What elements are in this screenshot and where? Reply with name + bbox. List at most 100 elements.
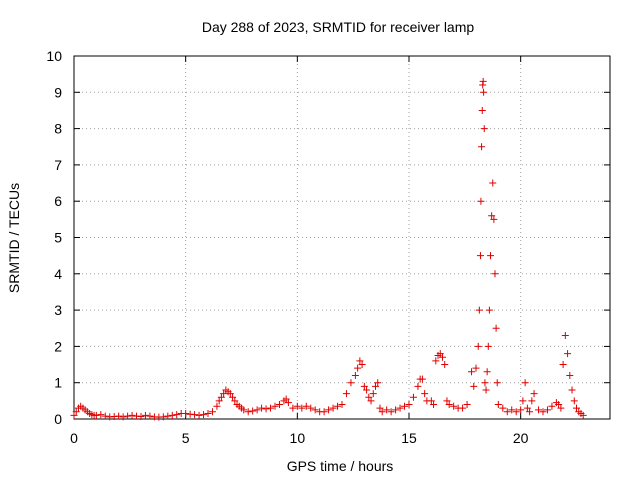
data-point [213, 402, 221, 410]
data-point [72, 408, 80, 416]
data-point [493, 379, 501, 387]
data-point [485, 306, 493, 314]
data-point [405, 400, 413, 408]
data-point [267, 404, 275, 412]
y-tick-label: 6 [54, 193, 62, 209]
data-point [284, 399, 292, 407]
data-point [478, 143, 486, 151]
y-tick-label: 10 [46, 48, 62, 64]
tick-labels: 0 1 2 3 4 5 6 7 8 9 10 0 5 10 15 20 [46, 48, 528, 446]
data-point [490, 215, 498, 223]
data-point [543, 406, 551, 414]
data-point [535, 406, 543, 414]
data-point [392, 406, 400, 414]
data-point [436, 350, 444, 358]
data-point [396, 404, 404, 412]
data-point [566, 371, 574, 379]
x-axis-label: GPS time / hours [287, 458, 394, 474]
data-point [483, 368, 491, 376]
data-point [427, 397, 435, 405]
data-point [383, 406, 391, 414]
data-point [480, 88, 488, 96]
data-point [307, 404, 315, 412]
data-point [217, 393, 225, 401]
data-point [526, 408, 534, 416]
data-point [561, 332, 569, 340]
data-point [555, 400, 563, 408]
data-point [226, 390, 234, 398]
y-tick-label: 7 [54, 157, 62, 173]
data-point [450, 402, 458, 410]
data-point [258, 404, 266, 412]
data-point [568, 386, 576, 394]
data-point [539, 408, 547, 416]
data-point [479, 77, 487, 85]
data-point [119, 413, 127, 421]
data-point [401, 402, 409, 410]
data-point [311, 406, 319, 414]
data-point [195, 411, 203, 419]
y-tick-label: 5 [54, 230, 62, 246]
data-point [476, 252, 484, 260]
data-point [358, 361, 366, 369]
data-point [334, 402, 342, 410]
y-tick-label: 2 [54, 338, 62, 354]
y-tick-label: 1 [54, 375, 62, 391]
y-tick-label: 0 [54, 411, 62, 427]
data-point [325, 406, 333, 414]
data-point [253, 406, 261, 414]
data-point [374, 379, 382, 387]
data-point [474, 342, 482, 350]
data-point [329, 404, 337, 412]
data-point [468, 368, 476, 376]
data-point [363, 386, 371, 394]
data-points [70, 77, 587, 421]
data-point [579, 411, 587, 419]
data-point [459, 404, 467, 412]
data-point [573, 404, 580, 412]
data-point [439, 353, 446, 361]
data-point [367, 397, 375, 405]
y-tick-label: 3 [54, 302, 62, 318]
data-point [477, 197, 485, 205]
data-point [441, 361, 449, 369]
data-point [528, 397, 536, 405]
data-point [430, 400, 438, 408]
data-point [414, 382, 422, 390]
x-tick-label: 15 [401, 430, 417, 446]
data-point [548, 402, 556, 410]
data-point [137, 412, 145, 420]
data-point [564, 350, 572, 358]
data-point [472, 364, 480, 372]
data-point [418, 375, 426, 383]
data-point [512, 408, 520, 416]
data-point [146, 412, 154, 420]
data-point [298, 404, 306, 412]
data-point [570, 397, 578, 405]
data-point [168, 411, 176, 419]
data-point [492, 324, 500, 332]
data-point [443, 397, 451, 405]
data-point [342, 390, 350, 398]
data-point [320, 408, 328, 416]
data-point [475, 306, 483, 314]
data-point [478, 106, 486, 114]
data-point [365, 393, 373, 401]
data-point [481, 379, 489, 387]
data-point [376, 404, 384, 412]
data-point [387, 408, 395, 416]
data-point [182, 410, 190, 418]
data-point [360, 382, 368, 390]
data-point [487, 252, 495, 260]
data-point [494, 400, 502, 408]
data-point [519, 397, 527, 405]
data-point [503, 408, 511, 416]
y-tick-label: 9 [54, 84, 62, 100]
data-point [289, 404, 297, 412]
data-point [249, 407, 257, 415]
data-point [517, 406, 525, 414]
data-point [204, 410, 212, 418]
y-tick-label: 8 [54, 121, 62, 137]
data-point [499, 404, 507, 412]
